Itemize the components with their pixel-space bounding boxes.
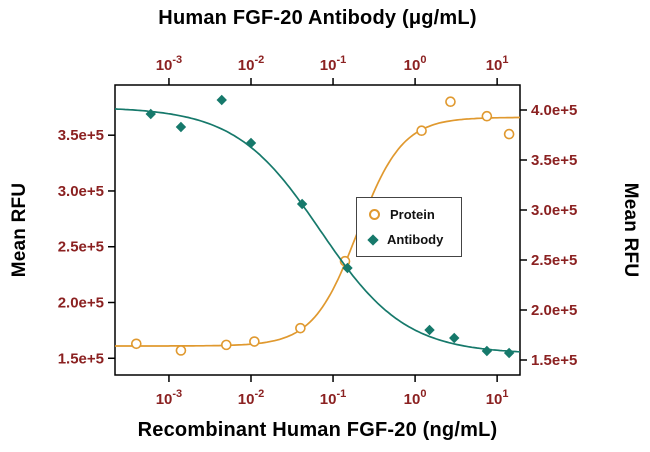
svg-text:3.0e+5: 3.0e+5 <box>531 202 577 219</box>
legend-antibody-marker-icon <box>367 233 379 246</box>
svg-text:2.5e+5: 2.5e+5 <box>58 239 104 256</box>
legend-item-antibody: Antibody <box>367 232 444 247</box>
svg-text:2.5e+5: 2.5e+5 <box>531 252 577 269</box>
legend: Protein Antibody <box>356 197 463 257</box>
svg-text:4.0e+5: 4.0e+5 <box>531 102 577 119</box>
svg-text:2.0e+5: 2.0e+5 <box>531 302 577 319</box>
svg-text:3.5e+5: 3.5e+5 <box>58 127 104 144</box>
svg-text:2.0e+5: 2.0e+5 <box>58 295 104 312</box>
legend-protein-marker-icon <box>369 209 380 220</box>
svg-text:10-2: 10-2 <box>238 54 264 74</box>
svg-text:3.0e+5: 3.0e+5 <box>58 183 104 200</box>
svg-text:101: 101 <box>486 388 509 408</box>
legend-antibody-label: Antibody <box>387 232 444 247</box>
bottom-axis-title: Recombinant Human FGF-20 (ng/mL) <box>137 419 498 441</box>
left-axis-title: Mean RFU <box>9 182 30 278</box>
svg-text:3.5e+5: 3.5e+5 <box>531 152 577 169</box>
right-axis-title: Mean RFU <box>620 182 641 278</box>
svg-text:10-1: 10-1 <box>320 388 346 408</box>
svg-text:1.5e+5: 1.5e+5 <box>531 352 577 369</box>
svg-text:10-1: 10-1 <box>320 54 346 74</box>
svg-text:10-3: 10-3 <box>156 54 182 74</box>
svg-text:100: 100 <box>404 54 427 74</box>
svg-text:101: 101 <box>486 54 509 74</box>
svg-text:10-3: 10-3 <box>156 388 182 408</box>
svg-text:100: 100 <box>404 388 427 408</box>
legend-protein-label: Protein <box>390 207 435 222</box>
svg-text:10-2: 10-2 <box>238 388 264 408</box>
svg-text:1.5e+5: 1.5e+5 <box>58 350 104 367</box>
top-axis-title: Human FGF-20 Antibody (μg/mL) <box>158 7 477 29</box>
legend-item-protein: Protein <box>369 207 443 222</box>
